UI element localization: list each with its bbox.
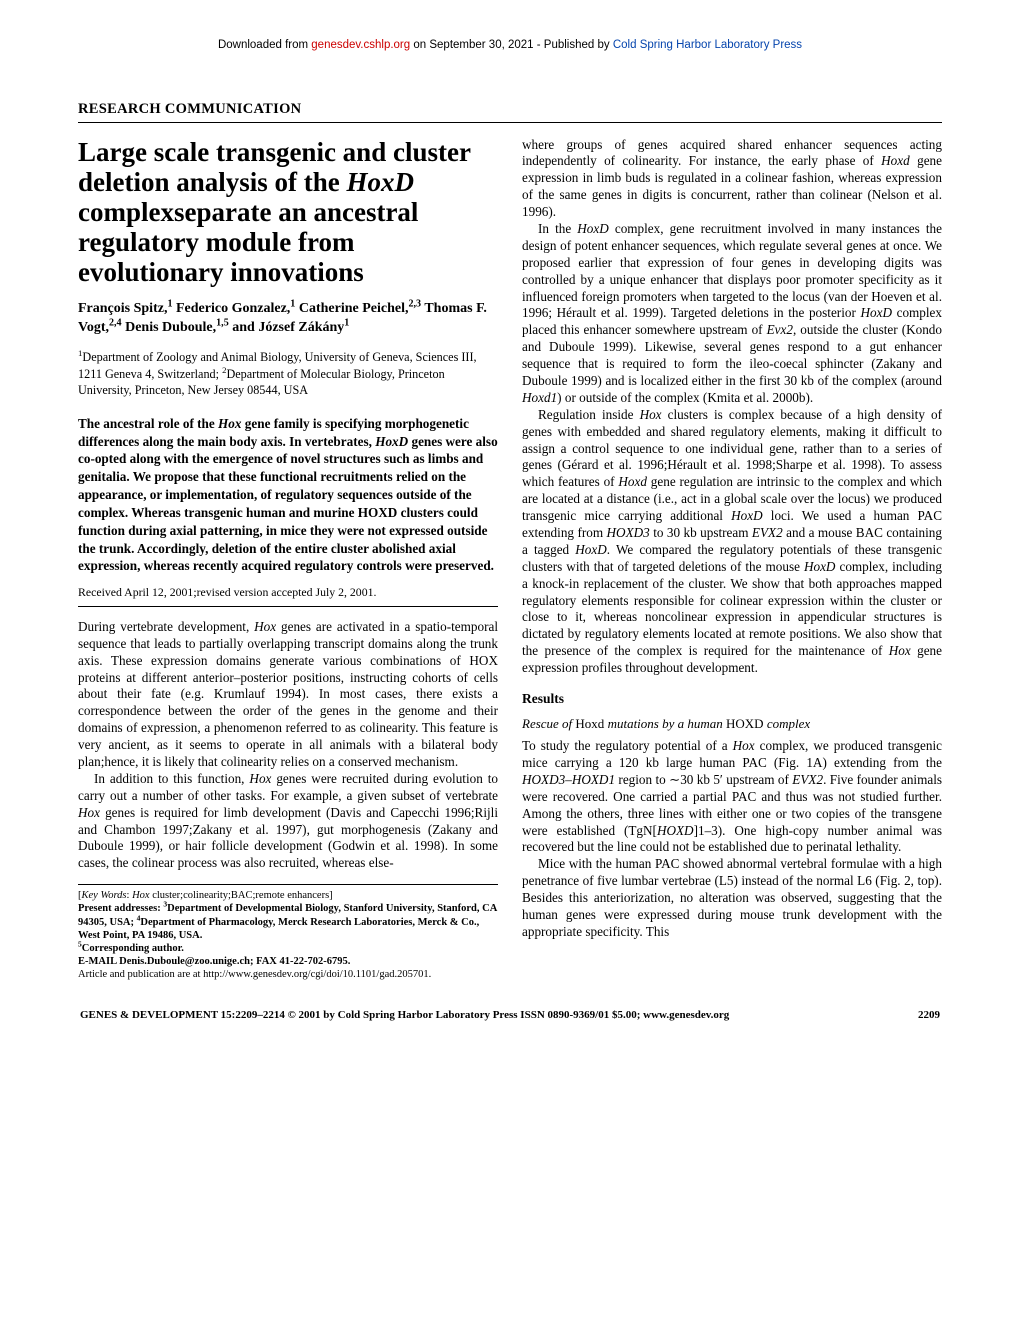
publisher-link[interactable]: Cold Spring Harbor Laboratory Press <box>613 39 802 51</box>
source-link[interactable]: genesdev.cshlp.org <box>311 39 410 51</box>
two-column-layout: Large scale transgenic and cluster delet… <box>78 137 942 982</box>
download-header: Downloaded from genesdev.cshlp.org on Se… <box>78 38 942 52</box>
article-title: Large scale transgenic and cluster delet… <box>78 137 498 288</box>
left-column: Large scale transgenic and cluster delet… <box>78 137 498 982</box>
authors: François Spitz,1 Federico Gonzalez,1 Cat… <box>78 300 498 338</box>
intro-paragraph-2: In addition to this function, Hox genes … <box>78 771 498 872</box>
topline-prefix: Downloaded from <box>218 39 311 51</box>
received-line: Received April 12, 2001;revised version … <box>78 585 498 600</box>
footer-citation: GENES & DEVELOPMENT 15:2209–2214 © 2001 … <box>80 1009 729 1023</box>
abstract: The ancestral role of the Hox gene famil… <box>78 415 498 575</box>
page-footer: GENES & DEVELOPMENT 15:2209–2214 © 2001 … <box>78 1009 942 1023</box>
results-heading: Results <box>522 691 942 708</box>
page: Downloaded from genesdev.cshlp.org on Se… <box>0 0 1020 1053</box>
intro-paragraph-1: During vertebrate development, Hox genes… <box>78 619 498 771</box>
page-number: 2209 <box>918 1009 940 1023</box>
results-paragraph-2: Mice with the human PAC showed abnormal … <box>522 856 942 940</box>
divider <box>78 606 498 607</box>
right-column: where groups of genes acquired shared en… <box>522 137 942 982</box>
body-paragraph-2: In the HoxD complex, gene recruitment in… <box>522 221 942 407</box>
body-paragraph-1: where groups of genes acquired shared en… <box>522 137 942 221</box>
affiliations: 1Department of Zoology and Animal Biolog… <box>78 349 498 398</box>
topline-mid: on September 30, 2021 - Published by <box>410 39 613 51</box>
section-label: RESEARCH COMMUNICATION <box>78 100 942 122</box>
footnotes: [Key Words: Hox cluster;colinearity;BAC;… <box>78 884 498 981</box>
results-paragraph-1: To study the regulatory potential of a H… <box>522 738 942 856</box>
results-subheading: Rescue of Hoxd mutations by a human HOXD… <box>522 716 942 732</box>
body-paragraph-3: Regulation inside Hox clusters is comple… <box>522 407 942 677</box>
